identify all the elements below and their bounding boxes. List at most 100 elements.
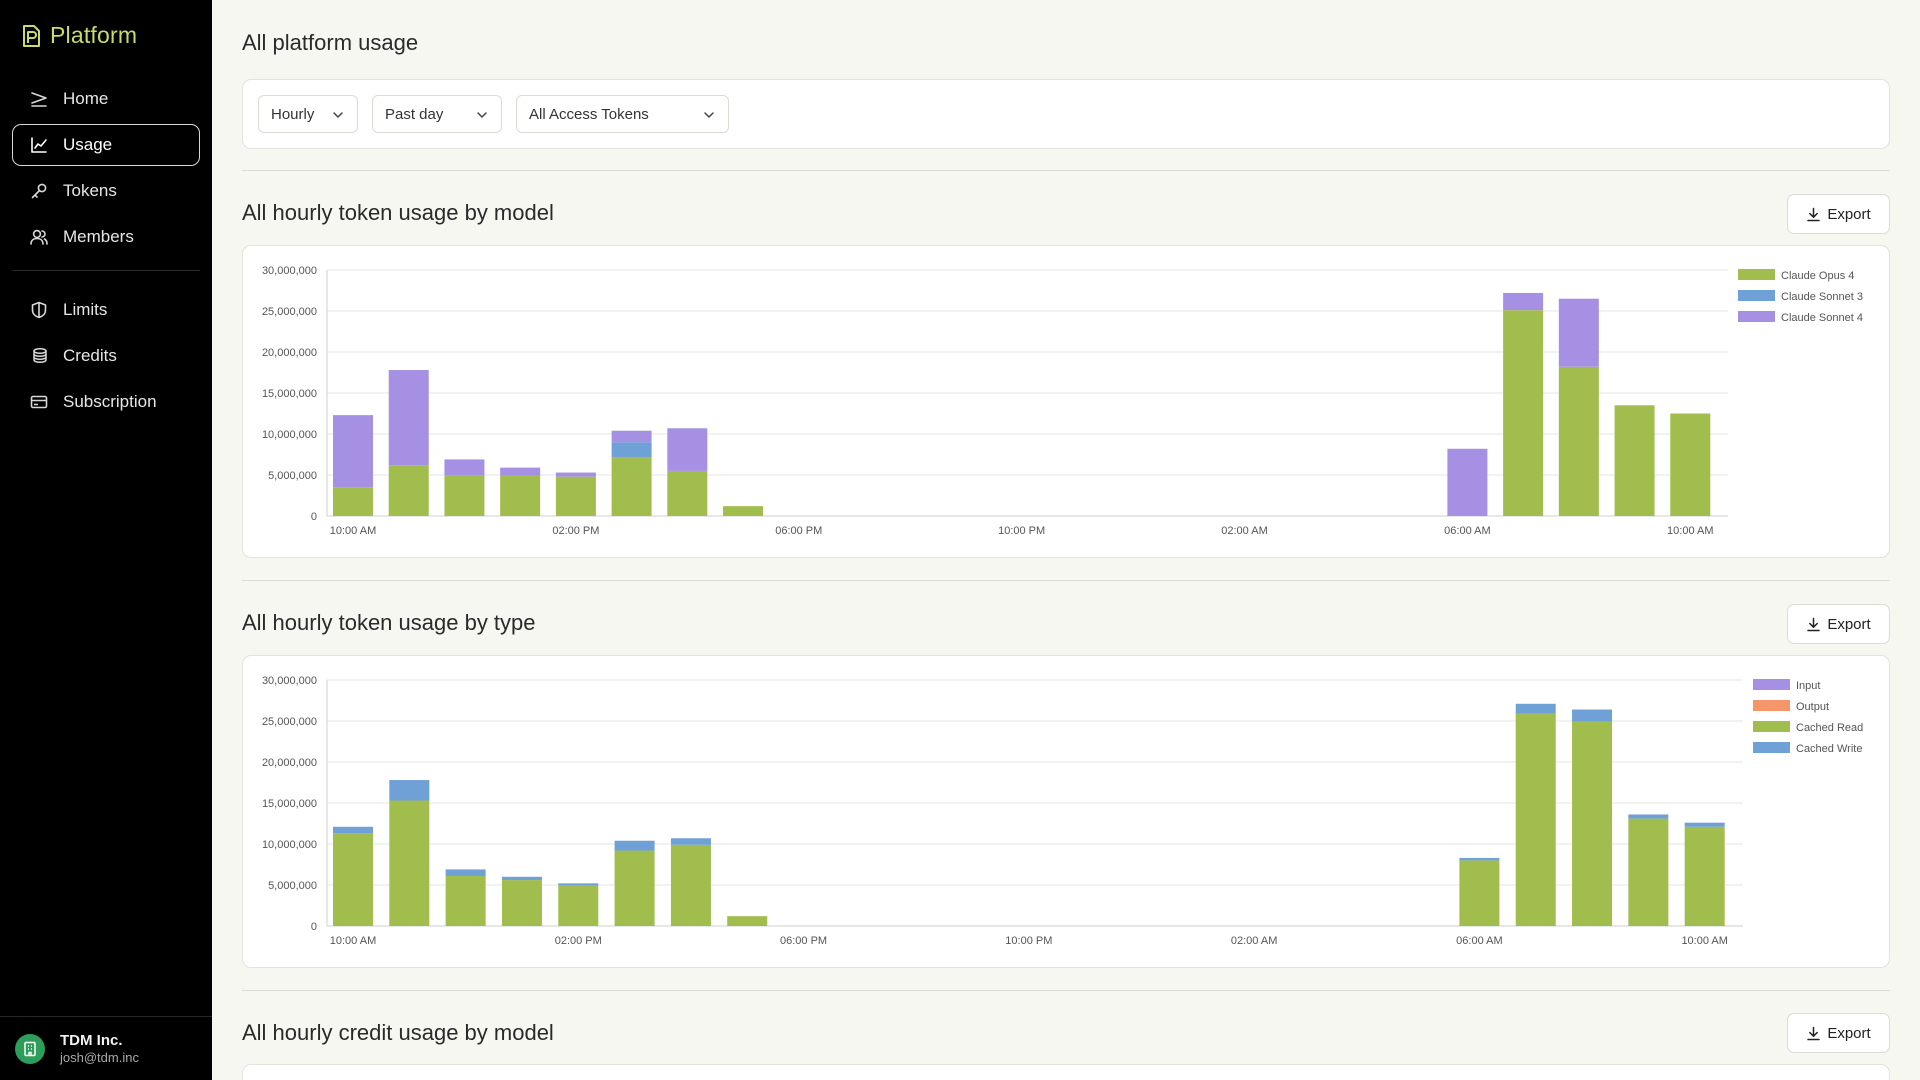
platform-logo-icon: [23, 24, 40, 47]
coins-icon: [29, 346, 49, 366]
export-label: Export: [1827, 205, 1871, 223]
shield-icon: [29, 300, 49, 320]
org-switcher[interactable]: TDM Inc. josh@tdm.inc: [0, 1016, 212, 1080]
sidebar-divider: [12, 270, 200, 271]
legend-label: Claude Sonnet 3: [1781, 291, 1863, 303]
bar-segment: [1614, 405, 1655, 516]
bar-segment: [1459, 860, 1500, 926]
x-tick-label: 10:00 AM: [330, 935, 376, 947]
legend-label: Input: [1796, 680, 1820, 692]
bar-segment: [667, 470, 708, 516]
export-button[interactable]: Export: [1787, 194, 1890, 234]
bar-segment: [1628, 818, 1669, 926]
sidebar-item-usage[interactable]: Usage: [12, 124, 200, 166]
granularity-value: Hourly: [271, 105, 315, 123]
bar-segment: [1572, 721, 1613, 926]
y-tick-label: 30,000,000: [262, 265, 317, 277]
sidebar-item-home[interactable]: Home: [12, 78, 200, 120]
bar-segment: [333, 487, 373, 516]
export-button[interactable]: Export: [1787, 604, 1890, 644]
brand[interactable]: Platform: [20, 22, 137, 49]
download-icon: [1807, 617, 1821, 631]
legend-swatch: [1738, 290, 1775, 301]
export-label: Export: [1827, 1024, 1871, 1042]
section-title-model: All hourly token usage by model: [242, 200, 554, 225]
legend-swatch: [1753, 742, 1790, 753]
bar-segment: [445, 869, 486, 876]
sidebar-item-subscription[interactable]: Subscription: [12, 381, 200, 423]
org-info: TDM Inc. josh@tdm.inc: [60, 1032, 139, 1065]
legend-label: Output: [1796, 701, 1829, 713]
bar-segment: [1684, 822, 1725, 827]
bar-segment: [500, 475, 541, 516]
x-tick-label: 06:00 AM: [1444, 525, 1490, 537]
bar-segment: [727, 916, 768, 926]
chevron-down-icon: [333, 112, 343, 118]
section-divider: [242, 170, 1890, 171]
chart-token-usage-by-type: 0 5,000,000 10,000,000 15,000,000 20,000,000…: [262, 675, 1863, 947]
bar-segment: [1459, 857, 1500, 861]
bar-segment: [614, 850, 655, 926]
y-tick-label: 25,000,000: [262, 716, 317, 728]
access-token-value: All Access Tokens: [529, 105, 649, 123]
granularity-select[interactable]: Hourly: [258, 95, 358, 133]
bar-segment: [501, 876, 542, 881]
bar-segment: [389, 800, 430, 926]
bar-segment: [723, 506, 764, 516]
bar-segment: [444, 475, 485, 516]
y-tick-label: 10,000,000: [262, 429, 317, 441]
section-title-type: All hourly token usage by type: [242, 610, 536, 635]
bar-segment: [445, 875, 486, 926]
chevron-down-icon: [477, 112, 487, 118]
legend-swatch: [1753, 721, 1790, 732]
bar-segment: [333, 833, 373, 926]
bar-segment: [1572, 709, 1613, 722]
chevron-down-icon: [704, 112, 714, 118]
chart-card-type: 0 5,000,000 10,000,000 15,000,000 20,000,000…: [242, 655, 1890, 968]
bar-segment: [670, 844, 711, 926]
sidebar-item-label: Credits: [63, 346, 117, 365]
section-divider: [242, 580, 1890, 581]
bar-segment: [1503, 292, 1544, 311]
bar-segment: [1670, 413, 1711, 516]
app-name: Platform: [50, 22, 138, 48]
legend-swatch: [1738, 269, 1775, 280]
legend-label: Cached Write: [1796, 743, 1862, 755]
page-title: All platform usage: [242, 30, 419, 55]
section-divider: [242, 990, 1890, 991]
legend-label: Cached Read: [1796, 722, 1863, 734]
filter-bar: Hourly Past day All Access Tokens: [242, 79, 1890, 149]
sidebar-item-label: Home: [63, 89, 109, 108]
sidebar-item-credits[interactable]: Credits: [12, 335, 200, 377]
access-token-select[interactable]: All Access Tokens: [516, 95, 729, 133]
legend-label: Claude Opus 4: [1781, 270, 1854, 282]
x-tick-label: 02:00 AM: [1221, 525, 1267, 537]
sidebar-item-members[interactable]: Members: [12, 216, 200, 258]
x-tick-label: 06:00 PM: [780, 935, 827, 947]
range-select[interactable]: Past day: [372, 95, 502, 133]
x-tick-label: 10:00 AM: [1681, 935, 1727, 947]
bar-segment: [1515, 713, 1556, 926]
sidebar-item-limits[interactable]: Limits: [12, 289, 200, 331]
y-tick-label: 10,000,000: [262, 839, 317, 851]
x-tick-label: 02:00 AM: [1231, 935, 1277, 947]
bar-segment: [1558, 366, 1599, 516]
y-tick-label: 5,000,000: [268, 880, 317, 892]
y-tick-label: 15,000,000: [262, 388, 317, 400]
building-icon: [15, 1033, 45, 1064]
bar-segment: [389, 780, 430, 801]
x-tick-label: 10:00 AM: [1667, 525, 1713, 537]
sidebar-item-label: Usage: [63, 135, 113, 154]
chart-card-model: 0 5,000,000 10,000,000 15,000,000 20,000,000…: [242, 245, 1890, 558]
x-tick-label: 02:00 PM: [552, 525, 599, 537]
legend-swatch: [1738, 311, 1775, 322]
y-tick-label: 5,000,000: [268, 470, 317, 482]
bar-segment: [1628, 814, 1669, 819]
range-value: Past day: [385, 105, 444, 123]
sidebar-item-tokens[interactable]: Tokens: [12, 170, 200, 212]
export-button[interactable]: Export: [1787, 1013, 1890, 1053]
bar-segment: [1558, 298, 1599, 367]
chart-token-usage-by-model: 0 5,000,000 10,000,000 15,000,000 20,000,000…: [262, 265, 1863, 537]
bar-segment: [388, 370, 429, 466]
bar-segment: [558, 883, 599, 886]
